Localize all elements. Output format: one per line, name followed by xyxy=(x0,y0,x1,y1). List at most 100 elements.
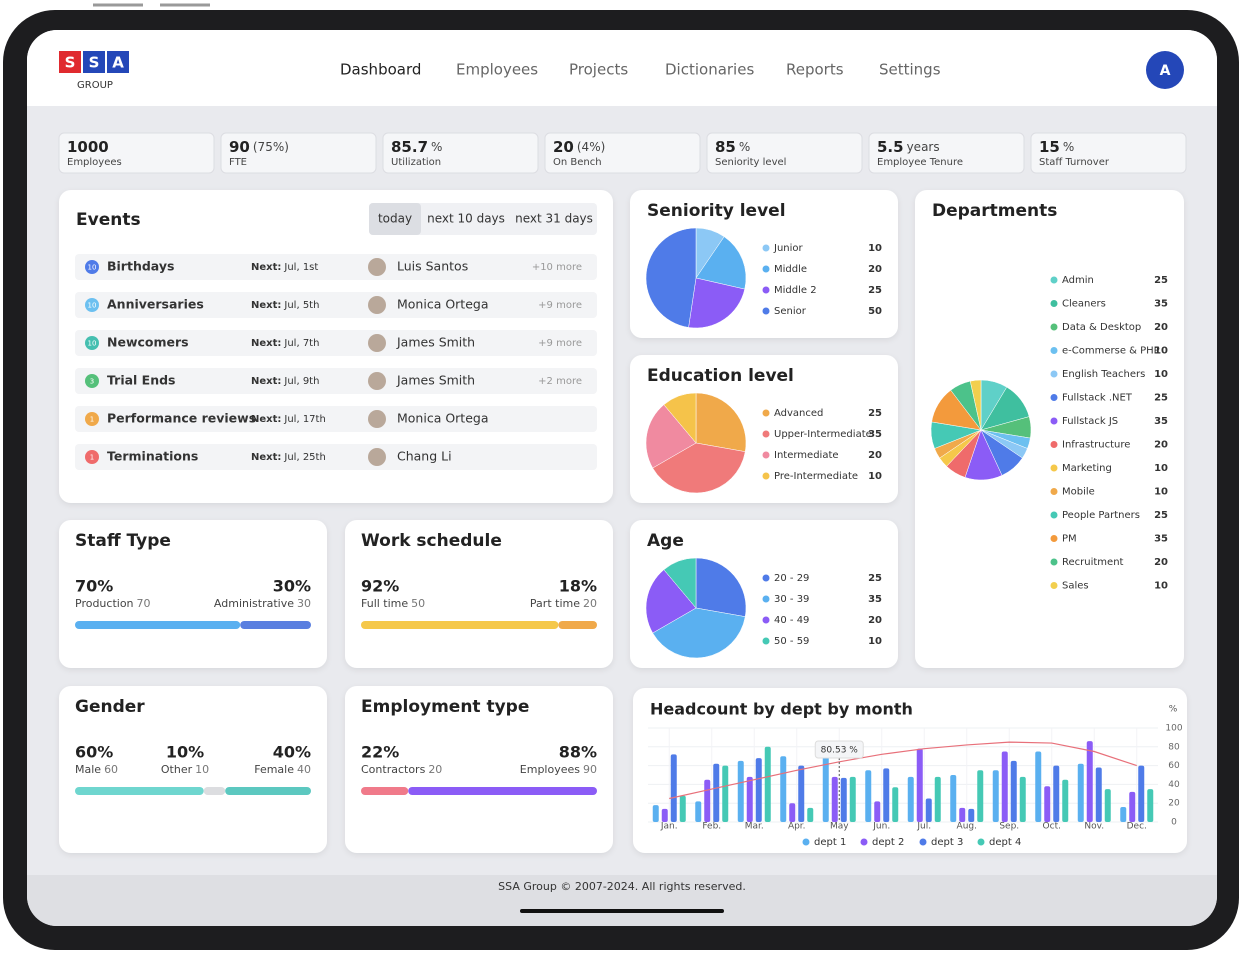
legend-dot xyxy=(1050,347,1058,354)
avatar-letter[interactable]: A xyxy=(1160,63,1171,79)
tab-selected xyxy=(369,203,421,235)
tooltip-text: 80.53 % xyxy=(821,746,859,756)
avatar[interactable] xyxy=(1146,51,1184,89)
card xyxy=(59,520,327,668)
legend-label: Mobile xyxy=(1062,487,1095,498)
more-link[interactable]: +9 more xyxy=(538,300,582,311)
bar xyxy=(1044,786,1051,822)
card xyxy=(345,520,613,668)
tab[interactable]: today xyxy=(378,212,412,226)
legend-label: 50 - 59 xyxy=(774,636,809,647)
pie-slice xyxy=(663,557,697,609)
legend-label: 20 - 29 xyxy=(774,573,809,584)
card-title: Employment type xyxy=(361,697,529,717)
event-name: Terminations xyxy=(107,449,198,464)
nav-item[interactable]: Employees xyxy=(456,61,538,79)
kpi-value: 85.7% xyxy=(391,138,442,156)
tab[interactable]: next 10 days xyxy=(427,212,505,226)
logo-sub: GROUP xyxy=(77,80,113,91)
legend-dot xyxy=(762,244,770,252)
legend-dot xyxy=(762,265,770,273)
more-link[interactable]: +9 more xyxy=(538,338,582,349)
event-count: 1 xyxy=(90,454,94,462)
logo-letter: A xyxy=(112,54,124,72)
person-name: Luis Santos xyxy=(397,259,468,274)
segment-count: 30 xyxy=(297,597,311,610)
event-count-badge xyxy=(85,260,99,274)
legend-label: dept 1 xyxy=(814,837,846,848)
legend-value: 25 xyxy=(868,285,882,296)
event-row xyxy=(75,444,597,470)
nav-item[interactable]: Reports xyxy=(786,61,844,79)
event-next: Next: Jul, 17th xyxy=(251,414,326,425)
nav-item[interactable]: Dictionaries xyxy=(665,61,754,79)
x-tick-label: Oct. xyxy=(1043,822,1061,832)
kpi-extra: (75%) xyxy=(253,140,289,154)
pie-slice xyxy=(695,557,747,617)
bar xyxy=(1035,751,1042,822)
legend-value: 25 xyxy=(1154,393,1168,404)
bar xyxy=(670,754,677,822)
pie-slice xyxy=(645,404,697,469)
kpi-value: 20 (4%) xyxy=(553,138,605,156)
segment-percent: 88% xyxy=(559,743,597,762)
legend-dot xyxy=(762,472,770,480)
logo-letter: S xyxy=(89,54,100,72)
nav-item[interactable]: Settings xyxy=(879,61,941,79)
bar xyxy=(737,760,744,822)
bar xyxy=(840,777,847,822)
tooltip-box xyxy=(814,740,864,759)
legend-value: 10 xyxy=(1154,369,1168,380)
legend-label: Marketing xyxy=(1062,463,1112,474)
legend-label: Data & Desktop xyxy=(1062,322,1141,333)
tab[interactable]: next 31 days xyxy=(515,212,593,226)
x-tick-label: Jul. xyxy=(916,822,931,832)
segment-name: Part time xyxy=(530,597,580,610)
segment-count: 20 xyxy=(583,597,597,610)
nav-item[interactable]: Projects xyxy=(569,61,628,79)
legend-dot xyxy=(860,838,868,846)
event-count-badge xyxy=(85,450,99,464)
kpi-extra: (4%) xyxy=(577,140,605,154)
legend-label: 40 - 49 xyxy=(774,615,809,626)
legend-label: Infrastructure xyxy=(1062,440,1130,451)
kpi-card xyxy=(544,132,701,174)
event-next: Next: Jul, 9th xyxy=(251,376,319,387)
segment-percent: 30% xyxy=(273,577,311,596)
more-link[interactable]: +2 more xyxy=(538,376,582,387)
person-name: Monica Ortega xyxy=(397,297,489,312)
kpi-value: 5.5 years xyxy=(877,138,940,156)
legend-dot xyxy=(762,430,770,438)
event-name: Trial Ends xyxy=(107,373,176,388)
segment-name: Employees xyxy=(520,763,580,776)
progress-segment xyxy=(225,787,311,795)
segment-count: 20 xyxy=(428,763,442,776)
logo-letter: S xyxy=(65,54,76,72)
legend-dot xyxy=(1050,300,1058,307)
kpi-extra: % xyxy=(431,140,442,154)
kpi-label: Seniority level xyxy=(715,157,786,168)
bar xyxy=(822,746,829,822)
legend-dot xyxy=(1050,394,1058,401)
legend-label: dept 4 xyxy=(989,837,1021,848)
nav-item[interactable]: Dashboard xyxy=(340,61,421,79)
event-name: Performance reviews xyxy=(107,411,256,426)
segment-count: 60 xyxy=(104,763,118,776)
legend-dot xyxy=(919,838,927,846)
segment-name: Female xyxy=(254,763,294,776)
more-link[interactable]: +10 more xyxy=(532,262,582,273)
legend-dot xyxy=(802,838,810,846)
bar xyxy=(764,746,771,822)
kpi-number: 5.5 xyxy=(877,138,904,156)
pie-slice xyxy=(695,392,747,452)
legend-value: 20 xyxy=(868,450,882,461)
legend-value: 10 xyxy=(1154,581,1168,592)
kpi-label: Staff Turnover xyxy=(1039,157,1110,168)
segment-count: 10 xyxy=(195,763,209,776)
legend-value: 25 xyxy=(868,573,882,584)
legend-dot xyxy=(762,595,770,603)
kpi-extra: years xyxy=(907,140,940,154)
segment-caption: Contractors 20 xyxy=(361,763,442,776)
card-title: Departments xyxy=(932,201,1057,221)
